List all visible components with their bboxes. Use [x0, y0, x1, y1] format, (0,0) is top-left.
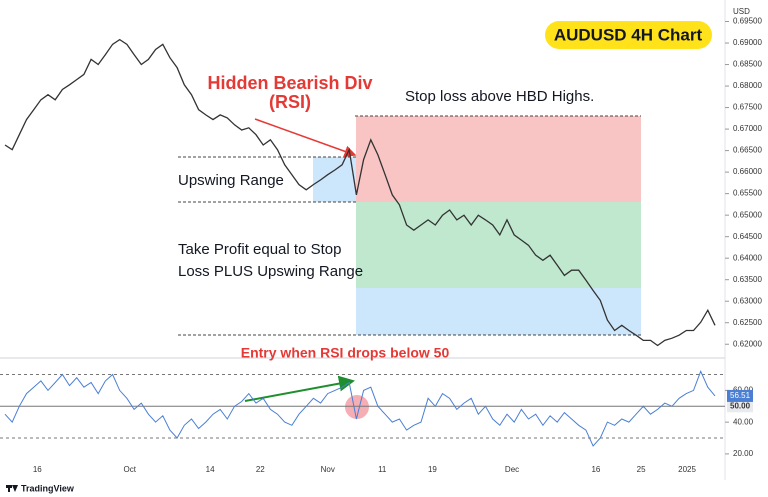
x-tick-label: 11 — [378, 465, 387, 474]
upswing-range — [313, 157, 356, 202]
x-tick-label: 22 — [256, 465, 265, 474]
logo — [6, 485, 18, 492]
y-tick-label: 0.67500 — [733, 103, 762, 112]
upswing-extension — [356, 288, 641, 335]
x-tick-label: Dec — [505, 465, 519, 474]
divergence-arrow — [254, 118, 357, 158]
y-tick-label: 0.66500 — [733, 146, 762, 155]
logo-part — [12, 485, 18, 492]
x-tick-label: 25 — [637, 465, 646, 474]
x-tick-label: 16 — [591, 465, 600, 474]
y-tick-label: 0.66000 — [733, 167, 762, 176]
y-tick-label: 0.64000 — [733, 253, 762, 262]
entry-marker — [345, 395, 369, 419]
reference-label: 50.00 — [730, 401, 751, 410]
x-tick-label: 19 — [428, 465, 437, 474]
y-tick-label: 0.65500 — [733, 189, 762, 198]
x-tick-label: 14 — [206, 465, 215, 474]
y-tick-label: 0.65000 — [733, 210, 762, 219]
y-tick-label: 0.69500 — [733, 17, 762, 26]
logo-part — [8, 485, 10, 492]
x-tick-label: Nov — [321, 465, 335, 474]
x-tick-label: Oct — [124, 465, 137, 474]
unit: USD — [733, 7, 750, 16]
annotation: Hidden Bearish Div — [207, 73, 372, 93]
rsi-arrow — [244, 375, 355, 402]
annotation: Loss PLUS Upswing Range — [178, 263, 363, 280]
y-tick-label: 0.69000 — [733, 38, 762, 47]
price-line — [4, 38, 716, 347]
y-tick-label: 0.62000 — [733, 339, 762, 348]
last-value-box — [727, 389, 753, 402]
y-tick-label: 0.63000 — [733, 296, 762, 305]
annotation: Stop loss above HBD Highs. — [405, 88, 594, 105]
annotation: Take Profit equal to Stop — [178, 241, 341, 258]
y-tick-label: 20.00 — [733, 449, 754, 458]
y-tick-label: 0.62500 — [733, 318, 762, 327]
profit-zone — [356, 202, 641, 288]
y-tick-label: 0.64500 — [733, 232, 762, 241]
brand: TradingView — [21, 483, 75, 493]
y-tick-label: 0.63500 — [733, 275, 762, 284]
x-tick-label: 2025 — [678, 465, 696, 474]
price-line — [4, 369, 716, 447]
title-pill — [545, 21, 712, 49]
x-tick-label: 16 — [33, 465, 42, 474]
annotation: (RSI) — [269, 92, 311, 112]
y-tick-label: 0.68000 — [733, 81, 762, 90]
y-tick-label: 0.67000 — [733, 124, 762, 133]
stop-zone — [356, 116, 641, 202]
reference-label-box — [727, 400, 753, 413]
last-value-label: 56.51 — [730, 391, 751, 400]
dashed-levels — [178, 115, 641, 336]
annotation: Entry when RSI drops below 50 — [241, 345, 450, 361]
y-tick-label: 0.68500 — [733, 60, 762, 69]
annotation: Upswing Range — [178, 172, 284, 189]
chart-title: AUDUSD 4H Chart — [554, 25, 703, 44]
y-tick-label: 40.00 — [733, 417, 754, 426]
